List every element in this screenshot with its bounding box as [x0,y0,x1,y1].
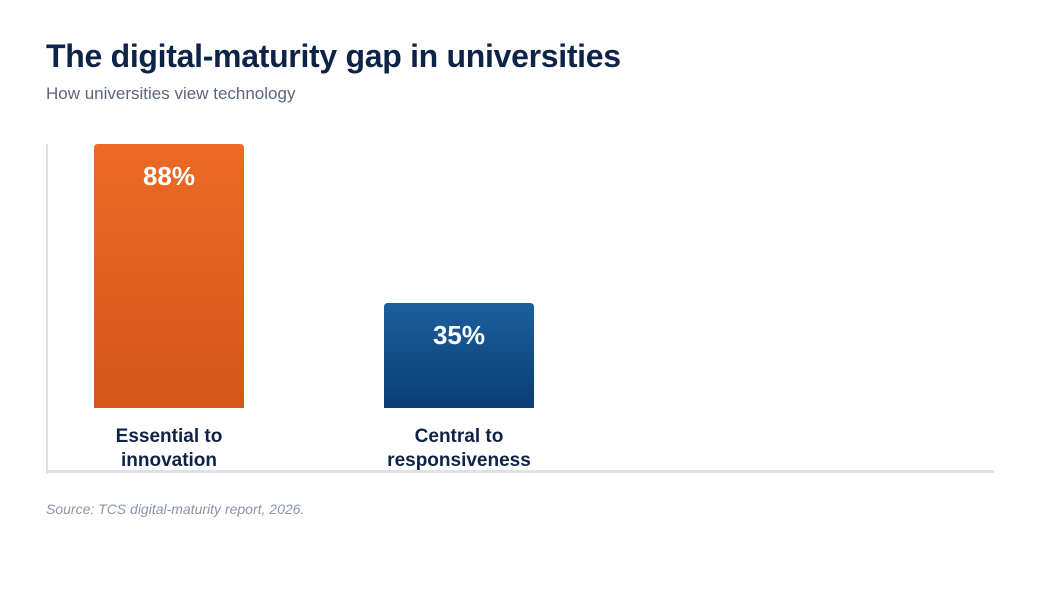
chart-title: The digital-maturity gap in universities [46,38,621,74]
bar-group [94,144,244,408]
bar [94,144,244,408]
x-axis-line [46,470,994,473]
labels-layer: 88% Essential to innovation 35% Central to re… [116,161,531,471]
y-axis-line [46,144,48,474]
bar-value-label: 88% [143,161,195,191]
bar-value-label: 35% [433,320,485,350]
category-label: Central to [415,426,504,447]
bar [384,303,534,408]
source-note: Source: TCS digital-maturity report, 202… [46,501,305,517]
category-label: responsiveness [387,450,531,471]
bars-layer [94,144,534,408]
category-label: Essential to [116,426,223,447]
chart-subtitle: How universities view technology [46,84,296,103]
category-label: innovation [121,450,217,471]
bar-group [384,303,534,408]
